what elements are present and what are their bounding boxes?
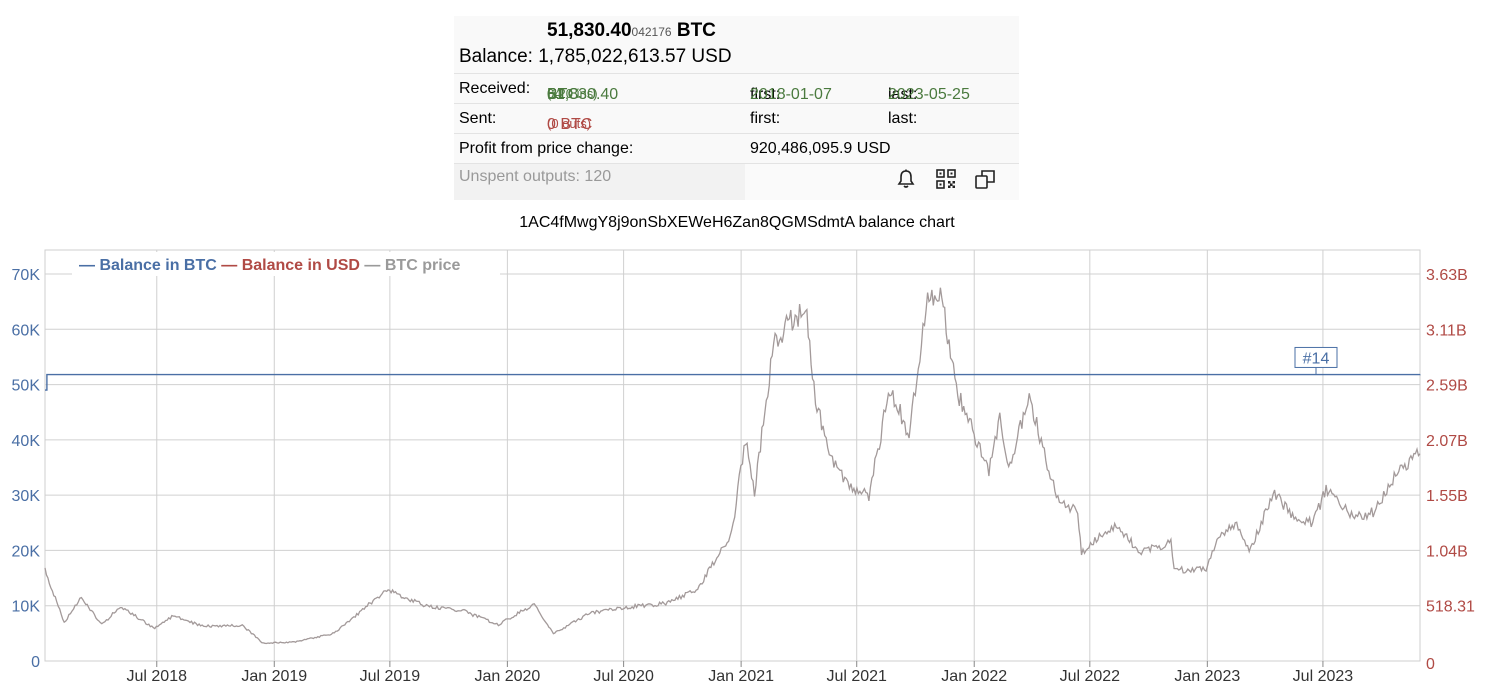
y-right-tick-label: 0 [1426, 656, 1435, 673]
x-tick-label: Jul 2021 [826, 668, 887, 685]
qr-code-icon[interactable] [935, 168, 957, 190]
y-right-tick-label: 3.63B [1426, 267, 1468, 284]
y-right-tick-label: 1.04B [1426, 543, 1468, 560]
chart-legend: — Balance in BTC — Balance in USD — BTC … [72, 252, 500, 276]
legend-item-balance-in-btc[interactable]: — Balance in BTC [79, 257, 217, 274]
sent-row: Sent: 0 BTC (0 outs) first: last: [454, 103, 1019, 133]
chart-title: 1AC4fMwgY8j9onSbXEWeH6Zan8QGMSdmtA balan… [519, 214, 955, 231]
x-tick-label: Jul 2023 [1293, 668, 1354, 685]
address-summary-panel: 51,830.40042176 BTC Balance: 1,785,022,6… [454, 16, 1019, 200]
y-right-tick-label: 518.31 [1426, 599, 1475, 616]
y-right-tick-label: 1.55B [1426, 488, 1468, 505]
sent-first: first: [750, 110, 781, 127]
x-tick-label: Jul 2022 [1060, 668, 1121, 685]
y-left-tick-label: 60K [12, 322, 41, 339]
chart-annotation: #14 [1294, 346, 1338, 375]
btc-balance: 51,830.40042176 BTC [547, 20, 716, 41]
profit-label: Profit from price change: [459, 140, 634, 157]
y-right-tick-label: 2.07B [1426, 433, 1468, 450]
x-tick-label: Jul 2019 [360, 668, 421, 685]
action-icons [745, 164, 1019, 200]
annotation-label: #14 [1303, 350, 1330, 367]
balance-header: 51,830.40042176 BTC Balance: 1,785,022,6… [454, 16, 1019, 73]
plot-area [44, 249, 1421, 662]
unspent-row: Unspent outputs: 120 [454, 163, 1019, 200]
legend-item-balance-in-usd[interactable]: — Balance in USD [217, 257, 360, 274]
x-tick-label: Jan 2019 [241, 668, 307, 685]
y-axis-left: 0 10K 20K 30K 40K 50K 60K 70K [12, 267, 41, 671]
balance-chart: 0 10K 20K 30K 40K 50K 60K 70K 0 518.31 1.04B 1.55B… [12, 249, 1475, 685]
y-right-tick-label: 3.11B [1426, 322, 1467, 339]
x-axis: Jul 2018 Jan 2019 Jul 2019 Jan 2020 Jul 2020… [127, 661, 1354, 685]
x-tick-label: Jan 2021 [708, 668, 774, 685]
annotation-box [1294, 346, 1338, 368]
y-left-tick-label: 30K [12, 488, 41, 505]
x-tick-label: Jan 2023 [1174, 668, 1240, 685]
received-label: Received: [459, 80, 531, 97]
usd-balance: Balance: 1,785,022,613.57 USD [459, 46, 732, 67]
sent-last: last: [888, 110, 918, 127]
y-right-tick-label: 2.59B [1426, 378, 1468, 395]
sent-label: Sent: [459, 110, 497, 127]
x-tick-label: Jul 2020 [593, 668, 654, 685]
y-axis-right: 0 518.31 1.04B 1.55B 2.07B 2.59B 3.11B 3.63B [1426, 267, 1475, 673]
series-line-btc-price [44, 287, 1421, 645]
chart-grid [44, 249, 1421, 662]
y-left-tick-label: 20K [12, 543, 41, 560]
series-line-balance-in-btc [45, 373, 1421, 391]
profit-row: Profit from price change: 920,486,095.9 … [454, 133, 1019, 163]
y-left-tick-label: 10K [12, 599, 41, 616]
unspent-outputs: Unspent outputs: 120 [459, 168, 612, 185]
x-tick-label: Jan 2020 [474, 668, 540, 685]
x-tick-label: Jul 2018 [127, 668, 188, 685]
y-left-tick-label: 40K [12, 433, 41, 450]
copy-icon[interactable] [974, 168, 996, 190]
legend-text: — Balance in BTC — Balance in USD — BTC … [79, 257, 461, 274]
profit-value: 920,486,095.9 USD [750, 140, 891, 157]
bell-icon[interactable] [895, 168, 917, 190]
chart-series [44, 287, 1421, 645]
y-left-tick-label: 50K [12, 378, 41, 395]
legend-background [72, 252, 500, 276]
y-left-tick-label: 0 [31, 654, 40, 671]
x-tick-label: Jan 2022 [941, 668, 1007, 685]
legend-item-btc-price[interactable]: — BTC price [360, 257, 461, 274]
y-left-tick-label: 70K [12, 267, 41, 284]
received-row: Received: 51,830.40 04 BTC (120 ins) firs… [454, 73, 1019, 103]
